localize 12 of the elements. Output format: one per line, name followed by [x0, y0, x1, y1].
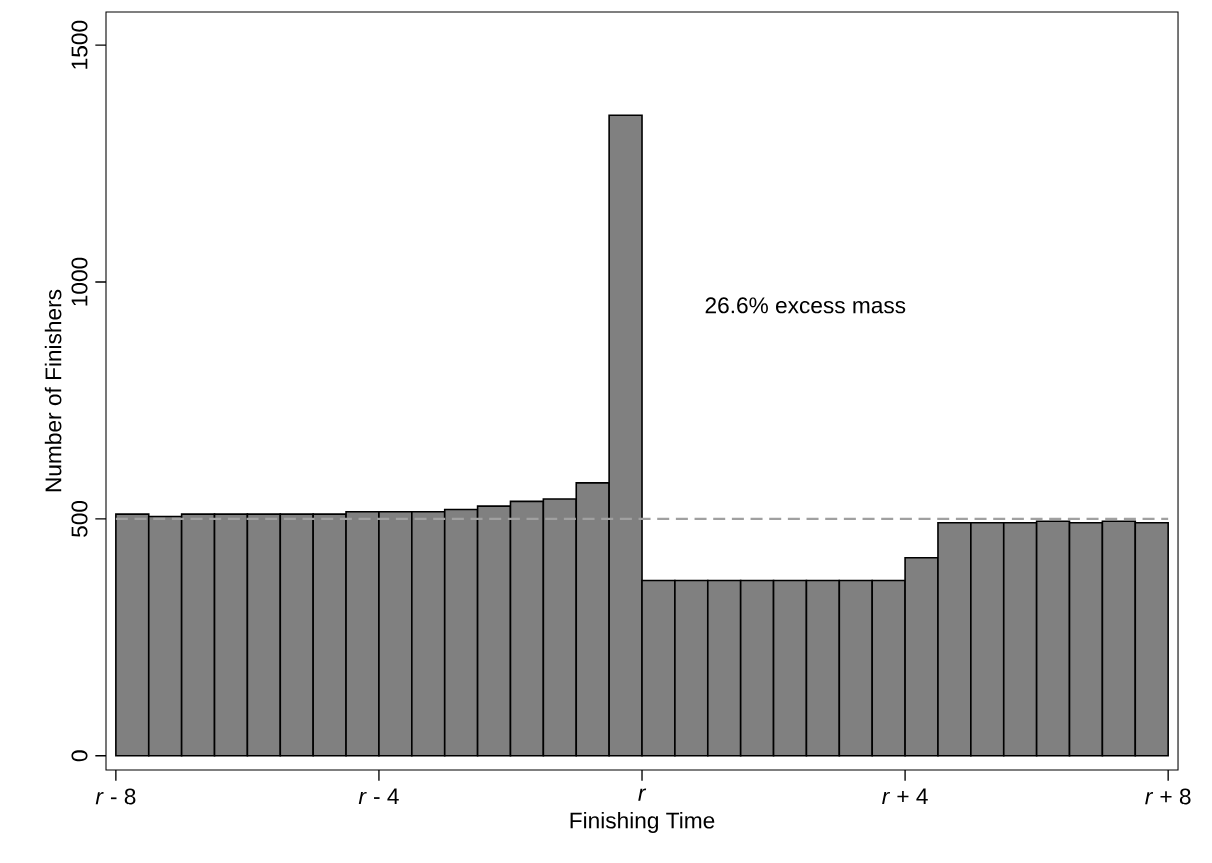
x-tick-label: r + 8: [1145, 788, 1191, 805]
x-tick-label: r: [638, 788, 647, 801]
x-tick-label: r + 4: [882, 788, 928, 805]
annotation: 26.6% excess mass: [705, 297, 906, 314]
y-tick-label: 500: [71, 500, 88, 537]
y-tick-label: 1000: [71, 257, 88, 306]
y-tick-label: 0: [71, 750, 88, 762]
x-axis-title: Finishing Time: [570, 811, 715, 834]
y-axis-title: Number of Finishers: [44, 289, 62, 492]
x-tick-label: r - 8: [95, 788, 136, 805]
y-tick-label: 1500: [71, 20, 88, 69]
x-tick-label: r - 4: [358, 788, 399, 805]
